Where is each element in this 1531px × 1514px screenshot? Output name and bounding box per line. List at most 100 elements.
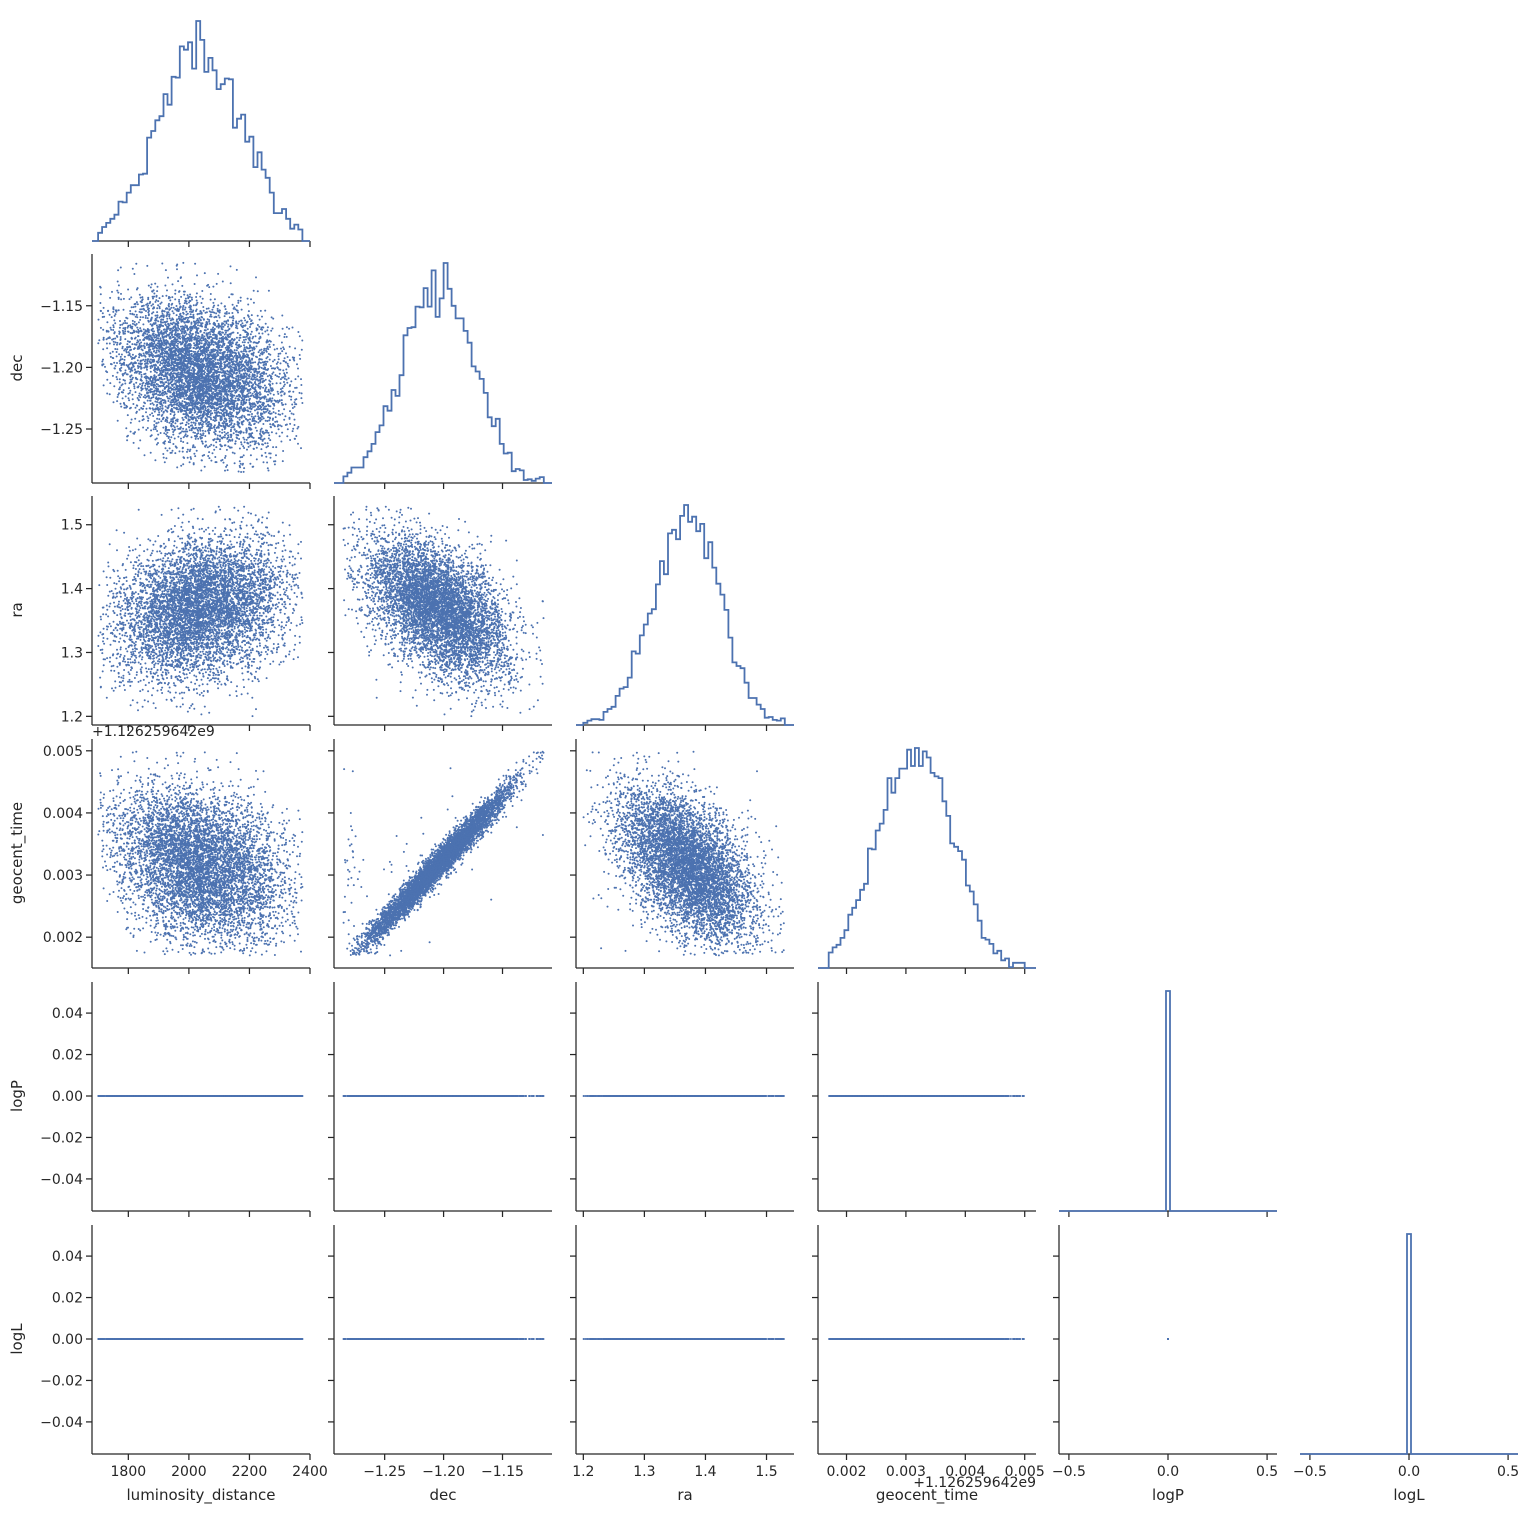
scatter-point [158,418,160,420]
scatter-point [186,451,188,453]
scatter-point [294,419,296,421]
scatter-point [226,389,228,391]
scatter-point [176,314,178,316]
scatter-point [274,421,276,423]
scatter-point [300,378,302,380]
scatter-point [244,346,246,348]
scatter-point [120,293,122,295]
scatter-point [204,272,206,274]
scatter-point [226,322,228,324]
scatter-point [186,421,188,423]
scatter-point [146,408,148,410]
scatter-point [294,401,296,403]
scatter-point [186,303,188,305]
scatter-point [106,393,108,395]
scatter-point [233,432,235,434]
scatter-point [176,425,178,427]
scatter-point [147,417,149,419]
scatter-point [169,317,171,319]
scatter-point [129,313,131,315]
scatter-point [300,384,302,386]
scatter-point [182,376,184,378]
scatter-point [285,352,287,354]
scatter-point [260,448,262,450]
scatter-point [195,296,197,298]
scatter-point [267,394,269,396]
scatter-point [110,356,112,358]
scatter-point [256,409,258,411]
scatter-point [128,399,130,401]
scatter-point [239,419,241,421]
scatter-point [139,383,141,385]
scatter-point [275,416,277,418]
scatter-point [251,441,253,443]
scatter-point [117,372,119,374]
scatter-point [117,281,119,283]
scatter-point [295,398,297,400]
scatter-point [294,424,296,426]
scatter-point [137,359,139,361]
scatter-point [232,452,234,454]
scatter-point [246,439,248,441]
scatter-point [174,422,176,424]
panel-luminosity_distance-vs-luminosity_distance [92,21,310,247]
scatter-point [250,395,252,397]
scatter-point [172,434,174,436]
scatter-point [275,412,277,414]
scatter-point [166,289,168,291]
scatter-point [170,436,172,438]
scatter-point [284,384,286,386]
scatter-point [150,371,152,373]
scatter-point [282,346,284,348]
scatter-point [120,298,122,300]
scatter-point [213,445,215,447]
scatter-point [232,320,234,322]
scatter-point [182,451,184,453]
scatter-point [290,396,292,398]
scatter-point [208,286,210,288]
scatter-point [208,307,210,309]
scatter-point [228,417,230,419]
scatter-point [229,316,231,318]
scatter-point [153,428,155,430]
y-tick-label: −1.25 [40,422,83,438]
scatter-point [297,443,299,445]
scatter-point [181,285,183,287]
scatter-point [139,319,141,321]
scatter-point [155,428,157,430]
scatter-point [141,385,143,387]
scatter-point [238,351,240,353]
scatter-point [165,433,167,435]
scatter-point [150,452,152,454]
scatter-point [240,297,242,299]
scatter-point [155,315,157,317]
scatter-point [268,344,270,346]
scatter-point [224,324,226,326]
scatter-point [162,394,164,396]
scatter-point [223,321,225,323]
scatter-point [249,418,251,420]
scatter-point [251,331,253,333]
scatter-point [101,361,103,363]
scatter-point [225,320,227,322]
scatter-point [126,348,128,350]
scatter-point [292,407,294,409]
scatter-point [133,330,135,332]
scatter-point [164,285,166,287]
scatter-point [153,293,155,295]
scatter-point [200,470,202,472]
scatter-point [292,327,294,329]
scatter-point [136,301,138,303]
scatter-point [267,326,269,328]
scatter-point [267,348,269,350]
scatter-point [282,369,284,371]
scatter-point [232,304,234,306]
y-tick-label: −1.20 [40,360,83,376]
scatter-point [230,427,232,429]
scatter-point [148,389,150,391]
scatter-point [159,306,161,308]
scatter-point [180,440,182,442]
scatter-point [124,330,126,332]
